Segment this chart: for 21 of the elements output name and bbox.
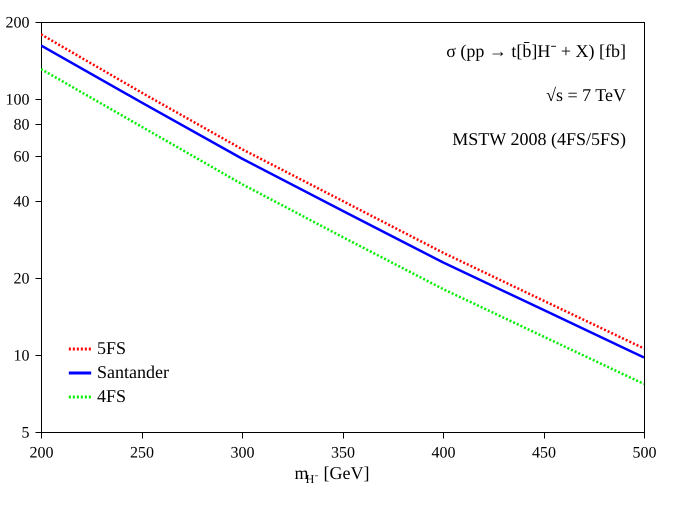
legend-label: 5FS <box>97 338 126 358</box>
x-tick-label: 350 <box>331 444 355 462</box>
y-tick-label: 60 <box>14 148 30 166</box>
annotation: MSTW 2008 (4FS/5FS) <box>452 129 626 149</box>
legend-label: Santander <box>97 362 169 382</box>
annotation: σ (pp → t[b̄]H⁻ + X) [fb] <box>446 41 626 61</box>
y-tick-label: 40 <box>14 193 30 210</box>
annotation: √s = 7 TeV <box>546 85 626 105</box>
x-tick-label: 400 <box>432 444 456 462</box>
x-tick-label: 250 <box>130 444 154 462</box>
y-tick-label: 200 <box>6 14 30 32</box>
legend-label: 4FS <box>97 386 126 406</box>
y-tick-label: 5 <box>22 424 30 442</box>
y-tick-label: 20 <box>14 270 30 288</box>
x-tick-label: 450 <box>532 444 556 462</box>
x-tick-label: 200 <box>30 444 54 462</box>
x-tick-label: 500 <box>632 444 656 462</box>
x-tick-label: 300 <box>230 444 254 462</box>
y-tick-label: 100 <box>6 92 30 109</box>
y-tick-label: 10 <box>14 347 30 364</box>
y-tick-label: 80 <box>14 116 30 134</box>
